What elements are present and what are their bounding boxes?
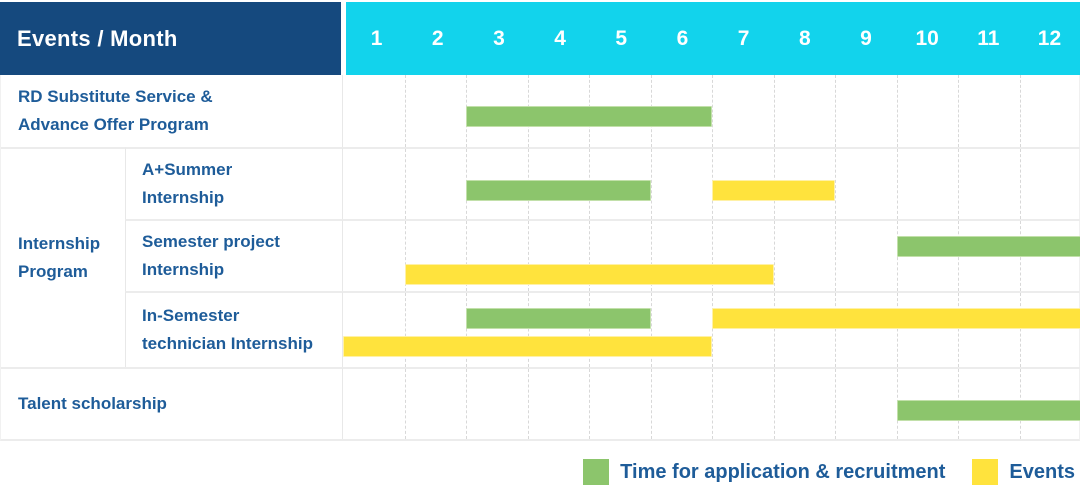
month-gridline — [896, 293, 898, 367]
header-row: Events / Month 1 2 3 4 5 6 7 8 9 10 11 12 — [0, 2, 1080, 75]
month-gridline — [404, 369, 406, 439]
month-gridline — [650, 221, 652, 291]
month-gridline — [527, 369, 529, 439]
month-label-4: 4 — [554, 26, 566, 50]
month-gridline — [1019, 75, 1021, 147]
timeline-cell — [342, 219, 1080, 291]
gantt-bar-recruitment — [466, 105, 712, 127]
month-gridline — [712, 221, 713, 291]
month-gridline — [1019, 293, 1021, 367]
month-gridline — [773, 369, 775, 439]
month-gridline — [404, 149, 406, 219]
month-label-12: 12 — [1037, 26, 1062, 50]
month-label-1: 1 — [370, 26, 383, 50]
table-title: Events / Month — [17, 25, 178, 51]
month-gridline — [466, 221, 467, 291]
row-label: Talent scholarship — [1, 367, 342, 439]
legend-swatch-event — [972, 459, 999, 485]
row-label-text: Talent scholarship — [18, 394, 167, 413]
legend: Time for application & recruitment Events — [583, 459, 1075, 485]
row-sublabel-text: Semester project Internship — [142, 232, 280, 279]
gantt-table: Events / Month 1 2 3 4 5 6 7 8 9 10 11 12 RD Substi… — [0, 2, 1080, 441]
row-label-text: RD Substitute Service & Advance Offer Pr… — [18, 87, 213, 134]
month-gridline — [527, 221, 529, 291]
month-label-6: 6 — [676, 26, 689, 50]
timeline-cell — [342, 291, 1080, 367]
group-label-text: Internship Program — [18, 234, 101, 281]
month-gridline — [650, 369, 652, 439]
legend-item-event: Events — [972, 459, 1075, 485]
row-sublabel: A+Summer Internship — [125, 147, 342, 219]
month-gridline — [958, 293, 959, 367]
row-sublabel: In-Semester technician Internship — [125, 291, 342, 367]
month-gridline — [466, 293, 467, 367]
month-label-8: 8 — [798, 26, 811, 50]
gantt-bar-recruitment — [896, 236, 1080, 257]
row-sublabel-text: A+Summer Internship — [142, 160, 233, 207]
month-gridline — [773, 75, 775, 147]
timeline-cell — [342, 367, 1080, 439]
month-gridline — [835, 75, 836, 147]
month-gridline — [589, 369, 590, 439]
events-month-header-cell: Events / Month — [0, 2, 341, 75]
month-label-5: 5 — [615, 26, 628, 50]
month-gridline — [404, 293, 406, 367]
month-header-row: 1 2 3 4 5 6 7 8 9 10 11 12 — [346, 2, 1080, 75]
month-gridline — [404, 221, 406, 291]
month-gridline — [650, 149, 652, 219]
gantt-bar-recruitment — [466, 308, 651, 329]
legend-swatch-recruitment — [583, 459, 610, 485]
month-gridline — [773, 221, 775, 291]
month-label-3: 3 — [493, 26, 505, 50]
month-gridline — [527, 293, 529, 367]
month-gridline — [835, 369, 836, 439]
month-gridline — [712, 75, 713, 147]
gantt-body: RD Substitute Service & Advance Offer Pr… — [0, 75, 1080, 441]
month-gridline — [1019, 149, 1021, 219]
month-gridline — [589, 221, 590, 291]
month-label-10: 10 — [915, 26, 939, 50]
month-gridline — [650, 293, 652, 367]
month-gridline — [466, 369, 467, 439]
gantt-bar-recruitment — [896, 399, 1080, 421]
legend-label-event: Events — [1009, 460, 1075, 483]
group-label: Internship Program — [1, 147, 125, 367]
month-label-7: 7 — [737, 26, 750, 50]
month-gridline — [404, 75, 406, 147]
month-gridline — [712, 293, 713, 367]
month-gridline — [835, 293, 836, 367]
timeline-cell — [342, 75, 1080, 147]
month-gridline — [589, 293, 590, 367]
month-label-9: 9 — [860, 26, 872, 50]
gantt-bar-event — [712, 308, 1080, 329]
gantt-bar-event — [404, 264, 774, 285]
month-gridline — [958, 75, 959, 147]
row-sublabel: Semester project Internship — [125, 219, 342, 291]
month-label-2: 2 — [431, 26, 444, 50]
row-sublabel-text: In-Semester technician Internship — [142, 306, 313, 353]
month-gridline — [896, 149, 898, 219]
month-gridline — [712, 369, 713, 439]
gantt-bar-event — [343, 336, 712, 357]
month-gridline — [773, 293, 775, 367]
legend-label-recruitment: Time for application & recruitment — [620, 460, 946, 483]
month-gridline — [896, 75, 898, 147]
row-label: RD Substitute Service & Advance Offer Pr… — [1, 75, 342, 147]
gantt-bar-recruitment — [466, 179, 651, 201]
month-gridline — [835, 149, 836, 219]
timeline-cell — [342, 147, 1080, 219]
legend-item-recruitment: Time for application & recruitment — [583, 459, 945, 485]
gantt-bar-event — [712, 179, 835, 201]
month-gridline — [835, 221, 836, 291]
month-gridline — [958, 149, 959, 219]
month-label-11: 11 — [977, 26, 1000, 50]
